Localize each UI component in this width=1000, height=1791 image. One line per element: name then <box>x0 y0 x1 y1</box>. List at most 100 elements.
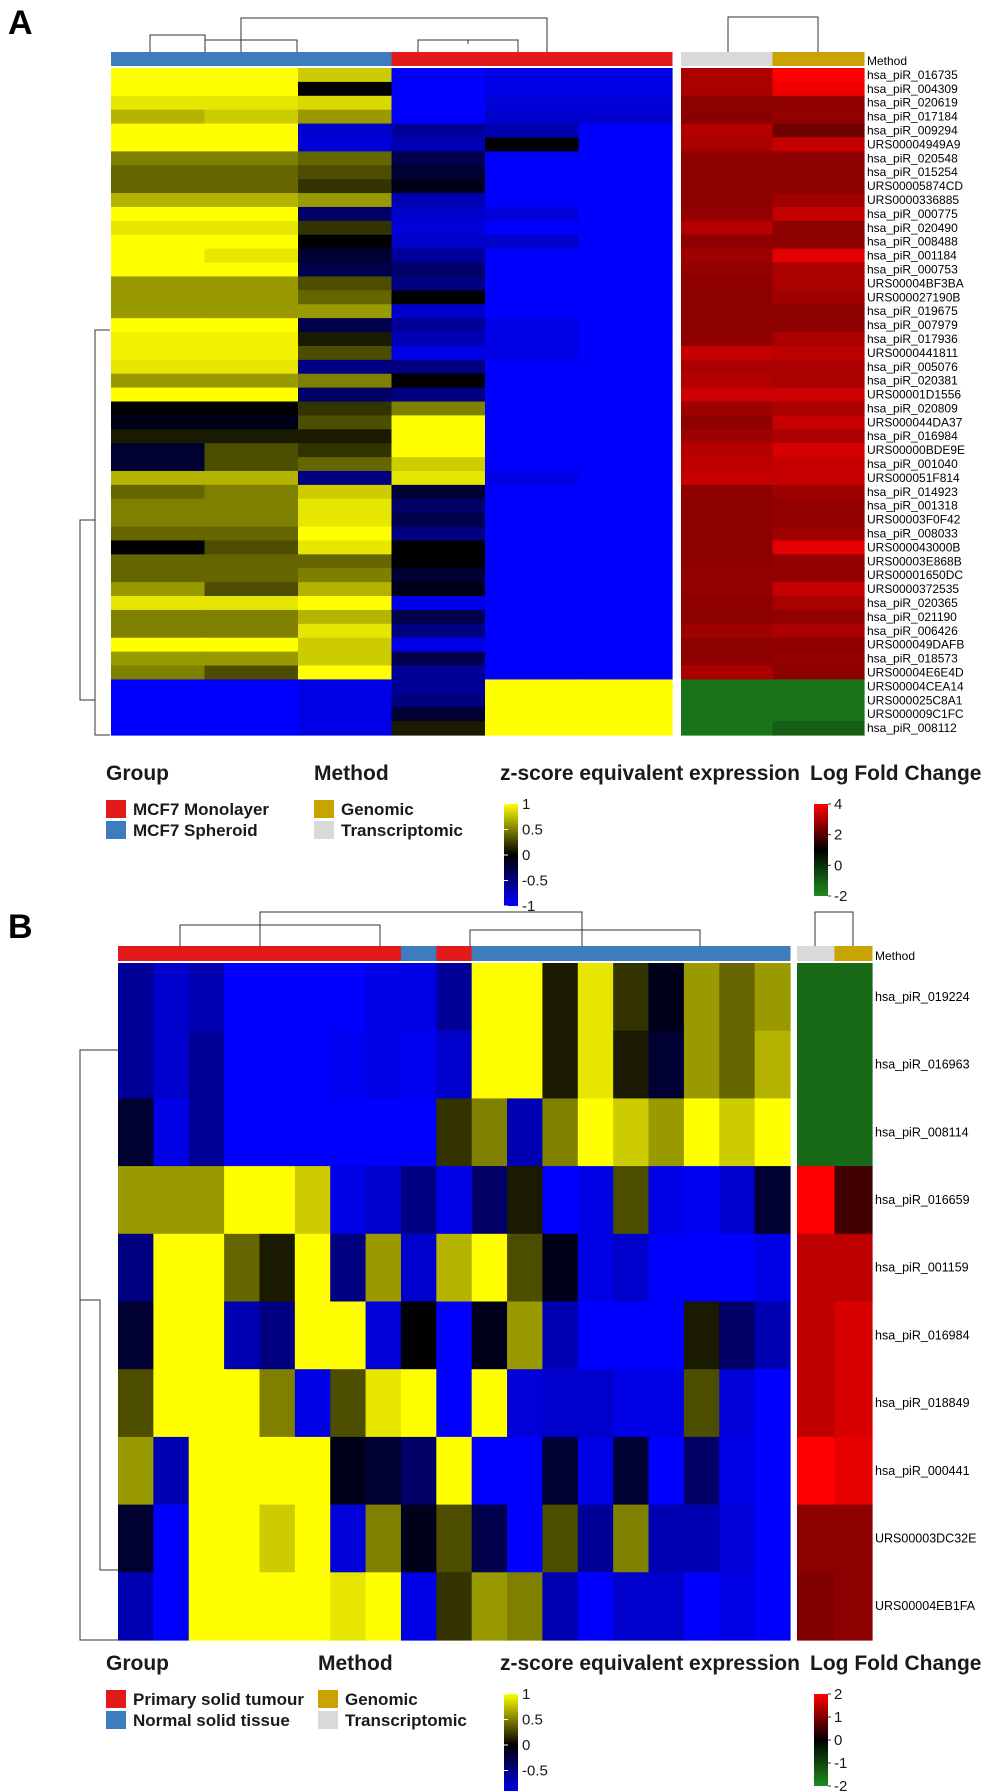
heatmap-cell <box>578 721 673 736</box>
fold-change-cell <box>797 1369 836 1438</box>
heatmap-cell <box>118 963 154 1032</box>
heatmap-cell <box>391 401 486 416</box>
heatmap-cell <box>471 1233 508 1303</box>
fold-change-cell <box>681 387 774 403</box>
heatmap-cell <box>754 1098 791 1167</box>
heatmap-cell <box>436 963 473 1032</box>
dendrogram <box>727 16 819 52</box>
heatmap-cell <box>507 1166 544 1235</box>
fold-change-cell <box>797 1098 836 1167</box>
heatmap-cell <box>578 248 673 264</box>
group-bar-cell <box>436 946 473 961</box>
foldchange-tick-label: 2 <box>834 827 842 844</box>
heatmap-cell <box>224 1030 261 1099</box>
fold-change-cell <box>681 234 774 250</box>
heatmap-cell <box>400 1369 437 1438</box>
heatmap-cell <box>578 526 673 542</box>
foldchange-tick-label: 0 <box>834 1732 842 1749</box>
heatmap-cell <box>577 1572 614 1641</box>
heatmap-cell <box>111 623 206 639</box>
heatmap-cell <box>485 151 580 166</box>
heatmap-cell <box>188 1572 225 1641</box>
heatmap-cell <box>577 1301 614 1370</box>
heatmap-cell <box>365 1030 402 1099</box>
heatmap-cell <box>111 679 206 694</box>
heatmap-cell <box>485 373 580 389</box>
row-label: hsa_piR_020381 <box>867 374 958 388</box>
group-bar-cell <box>330 946 367 961</box>
heatmap-cell <box>298 95 393 111</box>
group-bar-cell <box>485 52 579 66</box>
heatmap-cell <box>578 443 673 458</box>
heatmap-cell <box>111 304 206 319</box>
legend-method-swatch <box>314 800 334 818</box>
heatmap-cell <box>391 457 486 472</box>
heatmap-cell <box>542 963 579 1032</box>
fold-change-cell <box>681 137 774 152</box>
fold-change-cell <box>681 582 774 597</box>
foldchange-tick-label: 1 <box>834 1709 842 1726</box>
group-bar-cell <box>507 946 543 961</box>
fold-change-cell <box>681 526 774 542</box>
heatmap-cell <box>204 359 299 375</box>
heatmap-cell <box>365 1369 402 1438</box>
heatmap-cell <box>485 470 580 486</box>
heatmap-cell <box>298 540 393 555</box>
heatmap-cell <box>485 721 580 736</box>
heatmap-cell <box>298 318 393 333</box>
heatmap-cell <box>259 1030 296 1099</box>
fold-change-cell <box>772 262 865 278</box>
heatmap-cell <box>719 1572 756 1641</box>
heatmap-cell <box>294 1301 331 1370</box>
fold-change-cell <box>797 1030 836 1099</box>
heatmap-cell <box>298 484 393 500</box>
heatmap-cell <box>298 554 393 569</box>
row-label: hsa_piR_020490 <box>867 221 958 235</box>
heatmap-cell <box>298 137 393 152</box>
group-bar-cell <box>365 946 402 961</box>
heatmap-cell <box>204 220 299 236</box>
heatmap-cell <box>188 1436 225 1506</box>
heatmap-cell <box>391 318 486 333</box>
group-bar-cell <box>613 946 650 961</box>
group-bar-cell <box>577 946 614 961</box>
heatmap-cell <box>391 290 486 305</box>
row-label: URS0000441811 <box>867 346 959 360</box>
heatmap-cell <box>365 1504 402 1573</box>
heatmap-cell <box>298 609 393 625</box>
heatmap-cell <box>111 484 206 500</box>
heatmap-cell <box>298 623 393 639</box>
heatmap-cell <box>188 1369 225 1438</box>
fold-change-cell <box>681 318 774 333</box>
heatmap-cell <box>391 707 486 722</box>
row-label: hsa_piR_017936 <box>867 332 958 346</box>
heatmap-cell <box>294 1369 331 1438</box>
heatmap-cell <box>224 1369 261 1438</box>
heatmap-cell <box>542 1166 579 1235</box>
heatmap-cell <box>507 1233 544 1303</box>
row-label: hsa_piR_014923 <box>867 485 958 499</box>
legend-group-label: Normal solid tissue <box>133 1711 290 1730</box>
heatmap-cell <box>719 1030 756 1099</box>
fold-change-cell <box>772 401 865 416</box>
heatmap-cell <box>111 151 206 166</box>
heatmap-cell <box>153 1301 190 1370</box>
heatmap-cell <box>577 1166 614 1235</box>
heatmap-cell <box>298 290 393 305</box>
heatmap-cell <box>683 1166 720 1235</box>
heatmap-cell <box>391 332 486 347</box>
heatmap-cell <box>391 665 486 681</box>
fold-change-cell <box>834 1572 873 1641</box>
fold-change-cell <box>834 1504 873 1573</box>
heatmap-cell <box>111 165 206 180</box>
fold-change-cell <box>772 304 865 319</box>
heatmap-cell <box>471 1572 508 1641</box>
fold-change-cell <box>772 179 865 194</box>
fold-change-cell <box>797 1572 836 1641</box>
heatmap-cell <box>204 109 299 125</box>
fold-change-cell <box>772 318 865 333</box>
row-label: URS000025C8A1 <box>867 693 963 707</box>
heatmap-cell <box>400 1436 437 1506</box>
heatmap-cell <box>391 526 486 542</box>
